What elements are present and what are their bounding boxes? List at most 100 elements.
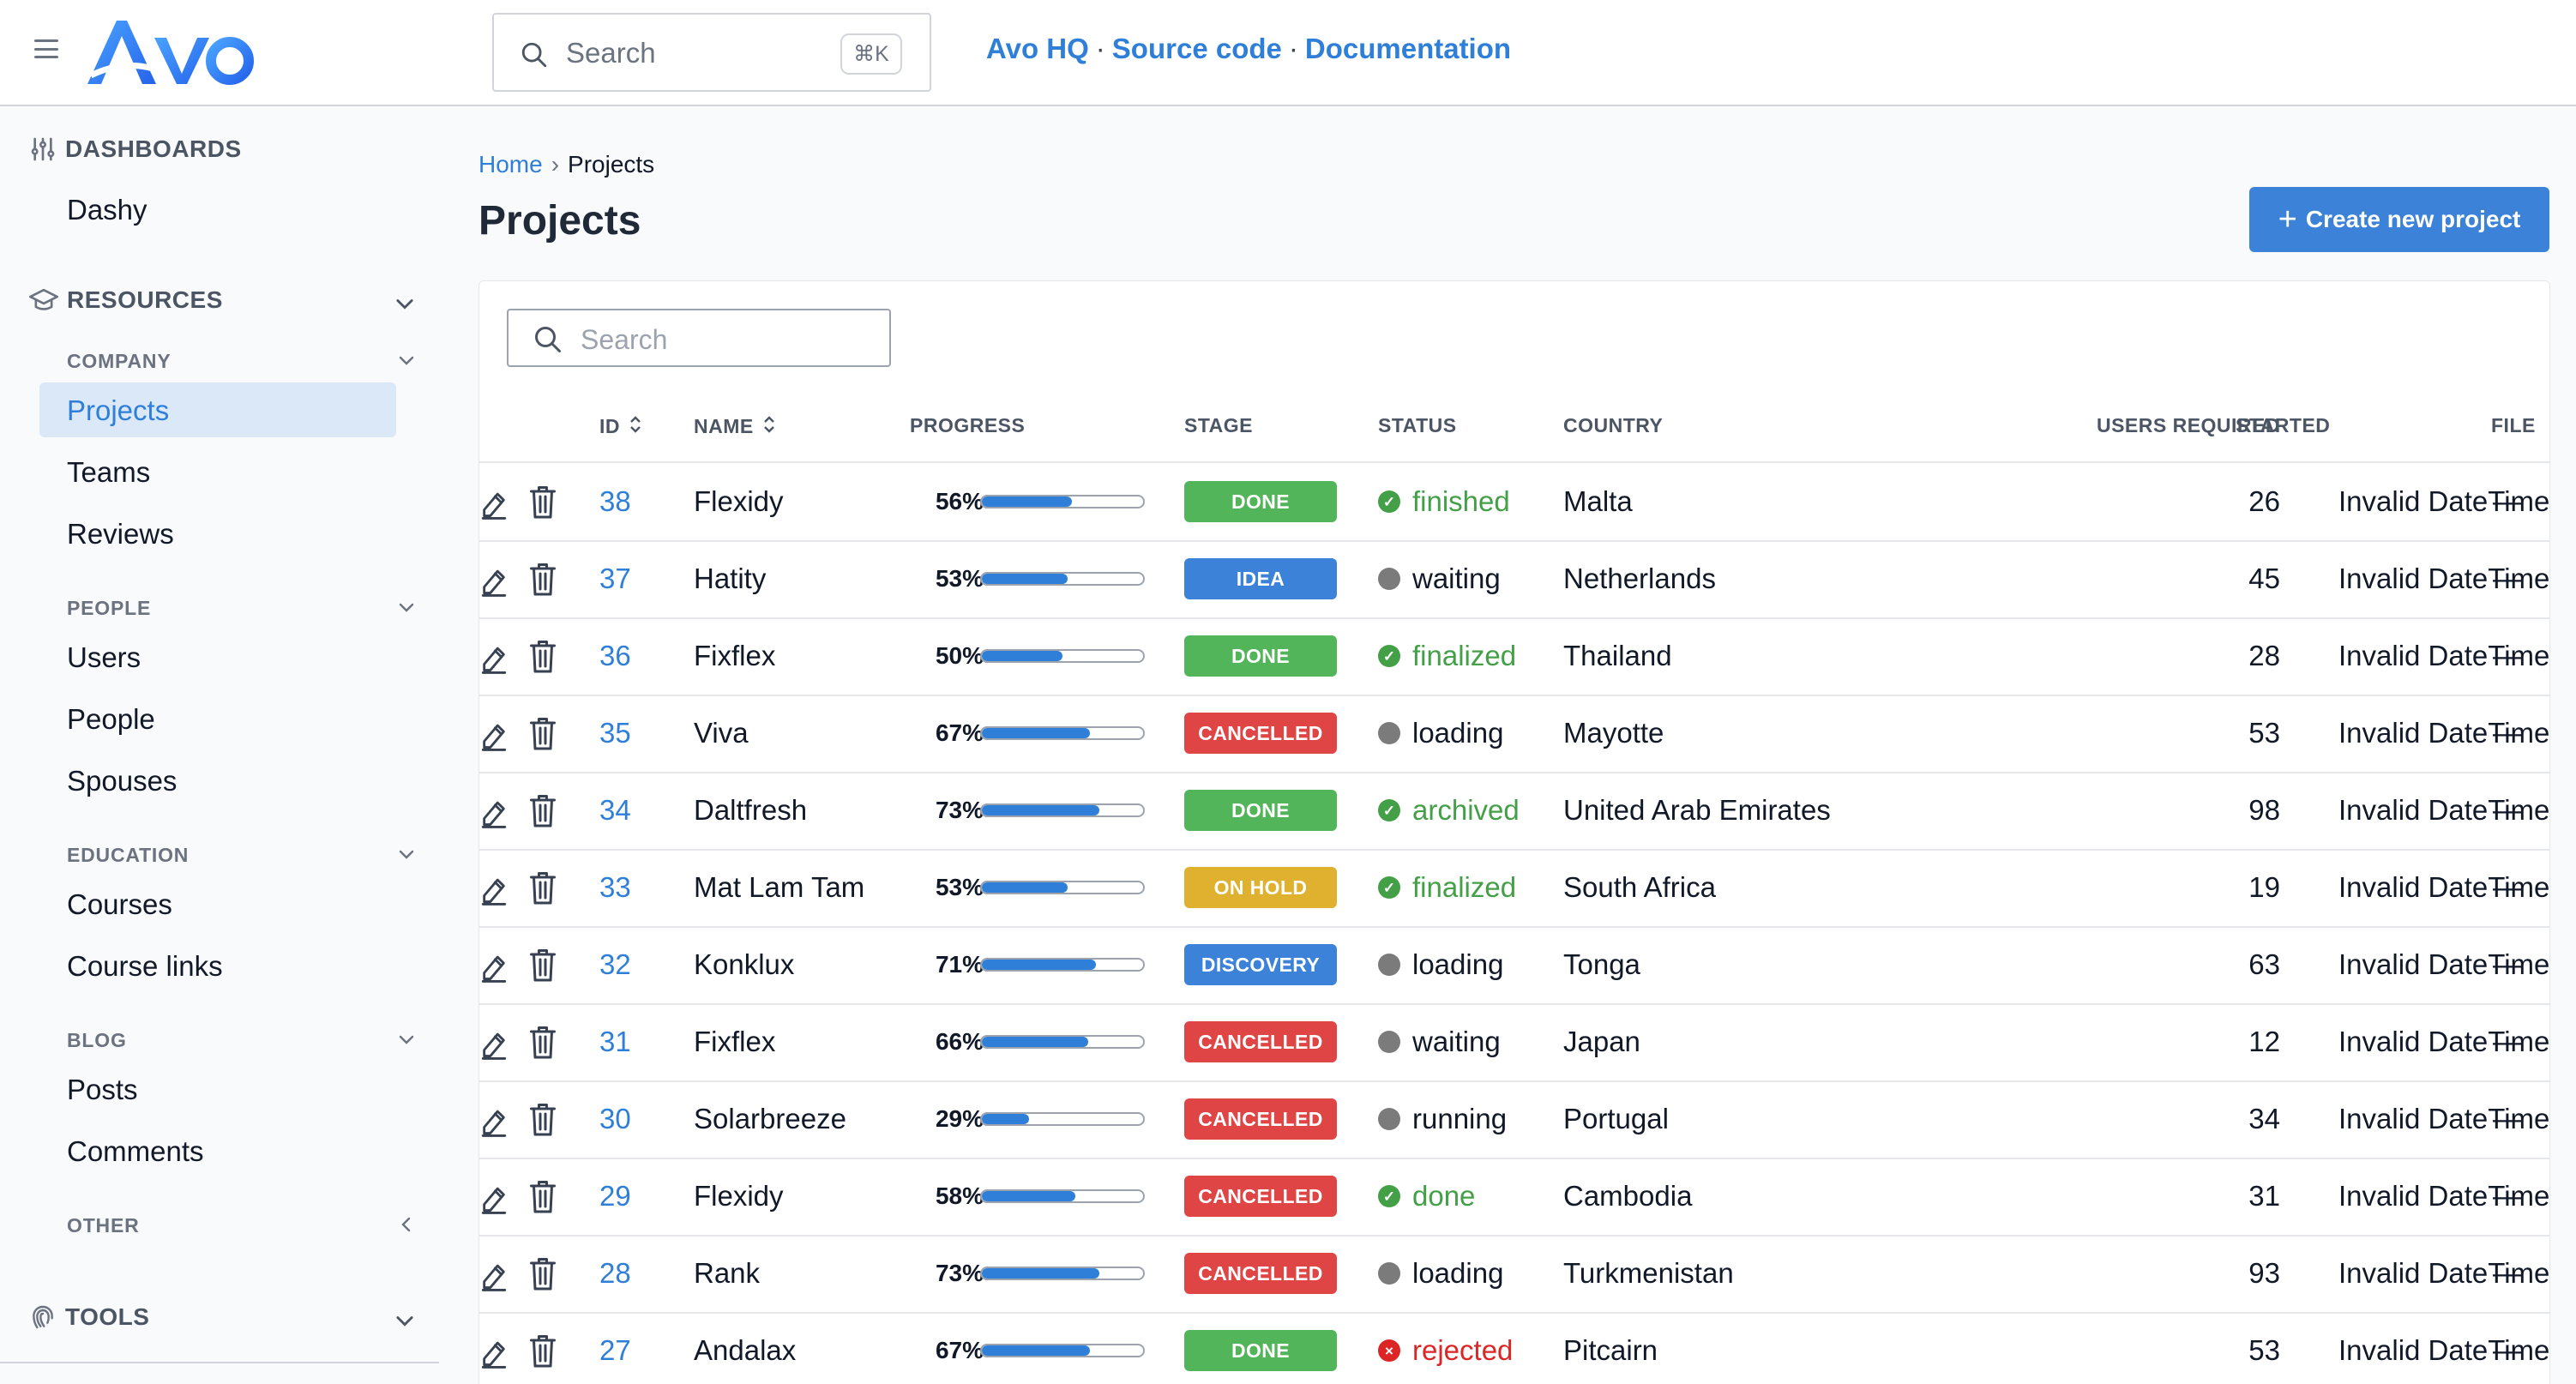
country: Malta <box>1563 485 1633 517</box>
sidebar-item-comments[interactable]: Comments <box>67 1135 204 1167</box>
project-id-link[interactable]: 34 <box>599 794 631 826</box>
table-row[interactable]: 33 Mat Lam Tam 53% ON HOLD ✓ finalized South A… <box>479 849 2549 926</box>
table-row[interactable]: 29 Flexidy 58% CANCELLED ✓ done Cambodia 31 Inva… <box>479 1158 2549 1235</box>
tools-heading[interactable]: TOOLS <box>29 1303 149 1331</box>
status-indicator: ✓ done <box>1378 1180 1475 1213</box>
sidebar-item-users[interactable]: Users <box>67 641 141 673</box>
progress-bar-fill <box>982 805 1100 815</box>
sidebar-item-dashy[interactable]: Dashy <box>67 194 147 226</box>
sidebar-item-people[interactable]: People <box>67 703 155 735</box>
sort-icon[interactable] <box>629 414 642 435</box>
started-date: Invalid DateTime <box>2338 1257 2550 1289</box>
check-icon: ✓ <box>1378 799 1400 821</box>
table-row[interactable]: 30 Solarbreeze 29% CANCELLED running Portugal… <box>479 1080 2549 1158</box>
project-id-link[interactable]: 36 <box>599 640 631 671</box>
breadcrumb-home[interactable]: Home <box>478 151 543 178</box>
edit-icon[interactable] <box>479 1103 509 1144</box>
trash-icon[interactable] <box>527 1178 558 1221</box>
table-row[interactable]: 35 Viva 67% CANCELLED loading Mayotte 53 Invali… <box>479 695 2549 772</box>
sidebar-item-spouses[interactable]: Spouses <box>67 765 178 797</box>
progress-bar-fill <box>982 1345 1090 1356</box>
trash-icon[interactable] <box>527 947 558 990</box>
edit-icon[interactable] <box>479 1026 509 1067</box>
started-date: Invalid DateTime <box>2338 485 2550 517</box>
project-id-link[interactable]: 38 <box>599 485 631 517</box>
sidebar-item-teams[interactable]: Teams <box>67 456 151 488</box>
progress-percent: 53% <box>935 565 984 592</box>
table-row[interactable]: 34 Daltfresh 73% DONE ✓ archived United Arab E… <box>479 772 2549 849</box>
sort-icon[interactable] <box>762 414 776 435</box>
chevron-down-icon[interactable] <box>396 597 417 617</box>
edit-icon[interactable] <box>479 640 509 681</box>
link-documentation[interactable]: Documentation <box>1304 33 1512 64</box>
trash-icon[interactable] <box>527 1101 558 1144</box>
status-indicator: ✓ finalized <box>1378 871 1516 904</box>
project-id-link[interactable]: 27 <box>599 1334 631 1366</box>
country: Portugal <box>1563 1103 1669 1134</box>
project-id-link[interactable]: 29 <box>599 1180 631 1212</box>
table-row[interactable]: 28 Rank 73% CANCELLED loading Turkmenistan 93 I… <box>479 1235 2550 1312</box>
trash-icon[interactable] <box>527 870 558 912</box>
trash-icon[interactable] <box>527 715 558 758</box>
sidebar-item-posts[interactable]: Posts <box>67 1074 138 1105</box>
project-id-link[interactable]: 33 <box>599 871 631 903</box>
edit-icon[interactable] <box>479 871 509 912</box>
chevron-down-icon[interactable] <box>396 844 417 864</box>
file-value: — <box>2493 717 2521 749</box>
edit-icon[interactable] <box>479 563 509 604</box>
avo-logo[interactable] <box>82 15 254 89</box>
column-id[interactable]: ID <box>599 414 642 438</box>
trash-icon[interactable] <box>527 561 558 604</box>
link-source-code[interactable]: Source code <box>1111 33 1282 64</box>
create-project-button[interactable]: + Create new project <box>2249 187 2549 252</box>
sidebar-item-projects[interactable]: Projects <box>67 394 170 426</box>
column-name[interactable]: NAME <box>694 414 776 438</box>
edit-icon[interactable] <box>479 1180 509 1221</box>
chevron-down-icon[interactable] <box>396 1029 417 1050</box>
table-search-input[interactable]: Search <box>507 309 891 367</box>
table-row[interactable]: 36 Fixflex 50% DONE ✓ finalized Thailand 28 Inva… <box>479 617 2549 695</box>
project-id-link[interactable]: 30 <box>599 1103 631 1134</box>
link-avo-hq[interactable]: Avo HQ <box>986 33 1089 64</box>
progress-percent: 73% <box>935 1260 984 1286</box>
project-id-link[interactable]: 32 <box>599 948 631 980</box>
edit-icon[interactable] <box>479 485 509 527</box>
country: South Africa <box>1563 871 1716 903</box>
trash-icon[interactable] <box>527 1255 558 1298</box>
trash-icon[interactable] <box>527 792 558 835</box>
project-id-link[interactable]: 31 <box>599 1026 631 1057</box>
trash-icon[interactable] <box>527 638 558 681</box>
sidebar-item-projects-active[interactable] <box>39 382 396 437</box>
project-id-link[interactable]: 28 <box>599 1257 631 1289</box>
table-row[interactable]: 37 Hatity 53% IDEA waiting Netherlands 45 Inval… <box>479 540 2549 617</box>
edit-icon[interactable] <box>479 794 509 835</box>
table-row[interactable]: 31 Fixflex 66% CANCELLED waiting Japan 12 Inval… <box>479 1003 2549 1080</box>
chevron-down-icon[interactable] <box>393 292 417 316</box>
sidebar-item-course-links[interactable]: Course links <box>67 950 223 982</box>
project-name: Andalax <box>694 1334 797 1366</box>
sidebar-item-reviews[interactable]: Reviews <box>67 518 174 550</box>
tools-icon <box>33 1305 53 1329</box>
sidebar-item-courses[interactable]: Courses <box>67 888 172 920</box>
row-divider <box>479 926 2549 928</box>
table-row[interactable]: 27 Andalax 67% DONE × rejected Pitcairn 53 Inval… <box>479 1312 2549 1384</box>
edit-icon[interactable] <box>479 1257 509 1298</box>
file-value: — <box>2493 1334 2521 1366</box>
resources-heading[interactable]: RESOURCES <box>29 286 223 314</box>
trash-icon[interactable] <box>527 1024 558 1067</box>
chevron-down-icon[interactable] <box>393 1309 417 1333</box>
chevron-down-icon[interactable] <box>396 350 417 370</box>
project-id-link[interactable]: 37 <box>599 563 631 594</box>
trash-icon[interactable] <box>527 1333 558 1375</box>
project-id-link[interactable]: 35 <box>599 717 631 749</box>
project-name: Fixflex <box>694 640 776 671</box>
global-search-input[interactable]: Search ⌘K <box>492 13 931 92</box>
edit-icon[interactable] <box>479 717 509 758</box>
table-row[interactable]: 32 Konklux 71% DISCOVERY loading Tonga 63 Inval… <box>479 926 2549 1003</box>
chevron-left-icon[interactable] <box>396 1214 417 1235</box>
trash-icon[interactable] <box>527 484 558 527</box>
edit-icon[interactable] <box>479 948 509 990</box>
menu-icon[interactable] <box>34 39 58 58</box>
edit-icon[interactable] <box>479 1334 509 1375</box>
table-row[interactable]: 38 Flexidy 56% DONE ✓ finished Malta 26 Invalid … <box>479 463 2550 540</box>
